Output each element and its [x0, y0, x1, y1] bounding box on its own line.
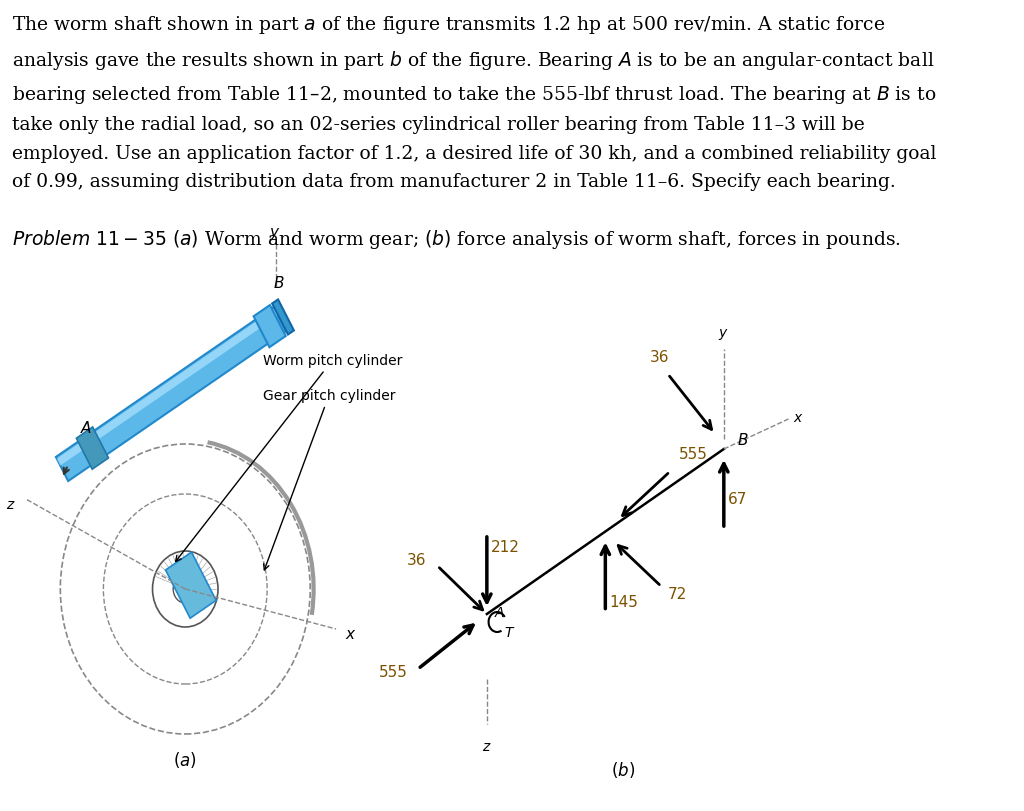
Text: $T$: $T$ [504, 625, 515, 639]
Polygon shape [166, 552, 216, 619]
Text: $A$: $A$ [494, 605, 505, 620]
Text: y: y [269, 224, 279, 239]
Text: $z$: $z$ [6, 497, 15, 512]
Text: $B$: $B$ [736, 431, 749, 448]
Text: $\it{Problem\ 11-35}$ $(a)$ Worm and worm gear; $(b)$ force analysis of worm sha: $\it{Problem\ 11-35}$ $(a)$ Worm and wor… [12, 228, 901, 251]
Text: Gear pitch cylinder: Gear pitch cylinder [263, 388, 395, 570]
Text: The worm shaft shown in part $a$ of the figure transmits 1.2 hp at 500 rev/min. : The worm shaft shown in part $a$ of the … [12, 14, 936, 191]
Text: $x$: $x$ [793, 410, 804, 424]
Polygon shape [272, 300, 294, 335]
Text: 212: 212 [492, 539, 520, 554]
Text: 67: 67 [728, 492, 748, 507]
Polygon shape [77, 427, 109, 470]
Text: 36: 36 [407, 552, 426, 567]
Text: Worm pitch cylinder: Worm pitch cylinder [176, 354, 402, 562]
Text: $(b)$: $(b)$ [610, 759, 635, 779]
Text: $z$: $z$ [482, 739, 492, 753]
Text: 145: 145 [609, 594, 639, 609]
Polygon shape [254, 306, 286, 348]
Text: 555: 555 [379, 665, 408, 680]
Text: 555: 555 [679, 447, 708, 462]
Text: $A$: $A$ [80, 419, 92, 436]
Text: $B$: $B$ [272, 274, 284, 290]
Text: $x$: $x$ [345, 627, 356, 642]
Text: 36: 36 [649, 350, 669, 365]
Text: 72: 72 [668, 586, 687, 601]
Text: $y$: $y$ [719, 327, 729, 341]
Text: $(a)$: $(a)$ [173, 749, 198, 769]
Polygon shape [56, 307, 286, 482]
Polygon shape [56, 309, 279, 466]
